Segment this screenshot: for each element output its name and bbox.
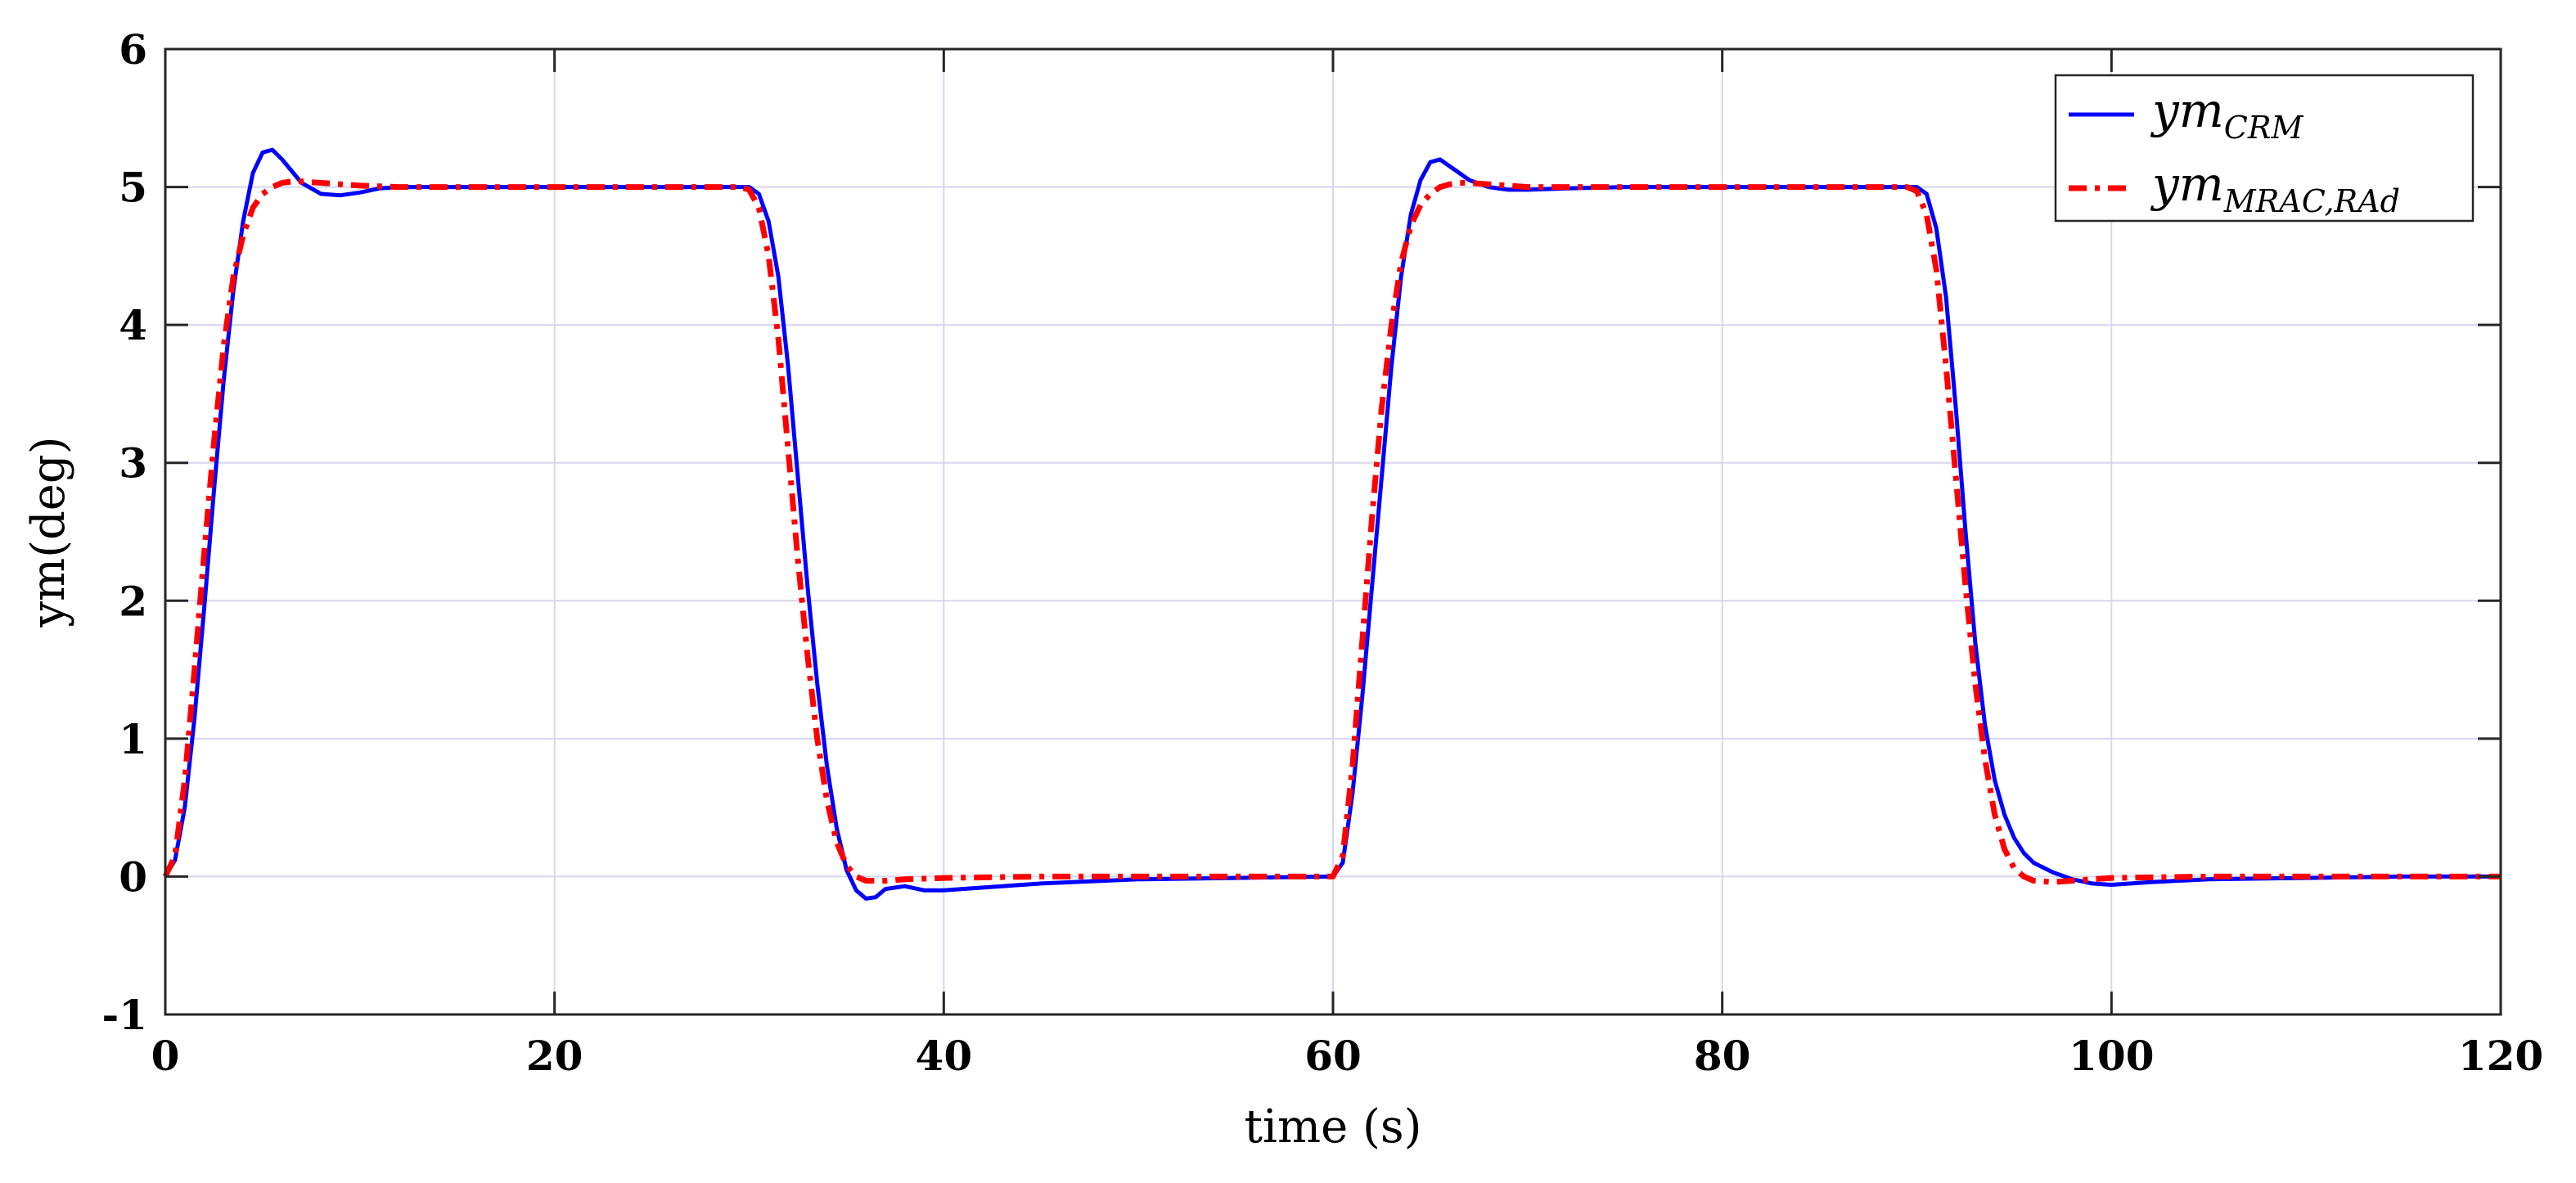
x-tick-label: 100 <box>2069 1032 2154 1080</box>
legend: ymCRM ymMRAC,RAd <box>2054 74 2475 223</box>
x-tick-label: 20 <box>526 1032 583 1080</box>
x-axis-label: time (s) <box>1245 1100 1422 1154</box>
y-tick-label: 2 <box>119 577 147 625</box>
x-tick-label: 120 <box>2458 1032 2543 1080</box>
legend-main-mrac: ym <box>2150 156 2224 212</box>
legend-label-mrac: ymMRAC,RAd <box>2150 156 2400 219</box>
legend-main-crm: ym <box>2150 83 2224 138</box>
y-tick-label: 1 <box>119 715 147 763</box>
y-tick-label: 0 <box>119 852 147 901</box>
y-axis-label: ym(deg) <box>22 436 75 627</box>
y-tick-label: 3 <box>119 439 147 488</box>
x-tick-label: 80 <box>1694 1032 1751 1080</box>
series-line-mrac-rad <box>162 178 2501 885</box>
y-tick-label: 5 <box>119 164 147 212</box>
legend-box <box>2054 74 2475 223</box>
y-tick-label: -1 <box>101 991 147 1039</box>
series-layer <box>162 147 2501 901</box>
legend-sub-mrac: MRAC,RAd <box>2223 183 2400 219</box>
x-tick-label: 60 <box>1304 1032 1362 1080</box>
axis-ticks <box>164 47 2502 1016</box>
y-tick-label: 6 <box>119 25 147 74</box>
x-tick-label: 40 <box>916 1032 973 1080</box>
legend-label-crm: ymCRM <box>2150 83 2304 146</box>
y-tick-label: 4 <box>119 301 147 349</box>
legend-sub-crm: CRM <box>2224 110 2304 146</box>
x-tick-label: 0 <box>151 1032 180 1080</box>
